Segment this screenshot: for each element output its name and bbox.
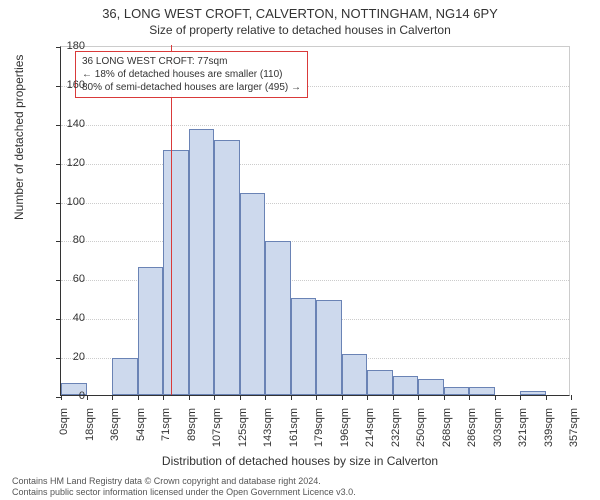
- x-tick-mark: [265, 395, 266, 400]
- x-tick-label: 357sqm: [568, 408, 580, 468]
- page-title-line1: 36, LONG WEST CROFT, CALVERTON, NOTTINGH…: [0, 0, 600, 21]
- annotation-box: 36 LONG WEST CROFT: 77sqm ← 18% of detac…: [75, 51, 308, 98]
- x-tick-label: 196sqm: [339, 408, 351, 468]
- x-tick-mark: [444, 395, 445, 400]
- histogram-bar: [112, 358, 138, 395]
- histogram-bar: [189, 129, 215, 395]
- x-tick-label: 36sqm: [109, 408, 121, 468]
- gridline: [61, 241, 569, 242]
- x-tick-label: 54sqm: [135, 408, 147, 468]
- y-tick-label: 0: [45, 390, 85, 402]
- x-tick-label: 179sqm: [313, 408, 325, 468]
- y-tick-label: 80: [45, 234, 85, 246]
- histogram-bar: [240, 193, 266, 395]
- x-tick-mark: [316, 395, 317, 400]
- y-tick-label: 100: [45, 196, 85, 208]
- y-tick-label: 120: [45, 157, 85, 169]
- y-tick-label: 40: [45, 312, 85, 324]
- x-tick-mark: [546, 395, 547, 400]
- x-tick-label: 107sqm: [211, 408, 223, 468]
- histogram-bar: [444, 387, 470, 395]
- histogram-bar: [163, 150, 189, 395]
- x-tick-label: 214sqm: [364, 408, 376, 468]
- histogram-bar: [214, 140, 240, 395]
- histogram-bar: [418, 379, 444, 395]
- x-tick-mark: [571, 395, 572, 400]
- x-tick-label: 71sqm: [160, 408, 172, 468]
- copyright-notice: Contains HM Land Registry data © Crown c…: [12, 476, 588, 498]
- histogram-bar: [367, 370, 393, 395]
- x-tick-mark: [138, 395, 139, 400]
- x-tick-label: 125sqm: [237, 408, 249, 468]
- x-tick-mark: [342, 395, 343, 400]
- x-tick-label: 286sqm: [466, 408, 478, 468]
- x-tick-mark: [291, 395, 292, 400]
- gridline: [61, 164, 569, 165]
- x-tick-mark: [189, 395, 190, 400]
- histogram-bar: [138, 267, 164, 395]
- histogram-chart: [60, 46, 570, 396]
- x-tick-label: 0sqm: [58, 408, 70, 468]
- x-tick-mark: [240, 395, 241, 400]
- x-tick-label: 303sqm: [492, 408, 504, 468]
- copyright-line2: Contains public sector information licen…: [12, 487, 588, 498]
- x-tick-mark: [367, 395, 368, 400]
- x-tick-label: 321sqm: [517, 408, 529, 468]
- x-tick-mark: [495, 395, 496, 400]
- x-tick-label: 250sqm: [415, 408, 427, 468]
- y-tick-label: 180: [45, 40, 85, 52]
- y-tick-label: 20: [45, 351, 85, 363]
- x-tick-label: 161sqm: [288, 408, 300, 468]
- annotation-line3: 80% of semi-detached houses are larger (…: [82, 81, 301, 94]
- gridline: [61, 125, 569, 126]
- page-title-line2: Size of property relative to detached ho…: [0, 21, 600, 37]
- plot-area: [60, 46, 570, 396]
- x-tick-mark: [469, 395, 470, 400]
- y-tick-label: 160: [45, 79, 85, 91]
- annotation-line1: 36 LONG WEST CROFT: 77sqm: [82, 55, 301, 68]
- x-tick-mark: [214, 395, 215, 400]
- y-tick-label: 140: [45, 118, 85, 130]
- x-tick-label: 143sqm: [262, 408, 274, 468]
- copyright-line1: Contains HM Land Registry data © Crown c…: [12, 476, 588, 487]
- x-tick-mark: [87, 395, 88, 400]
- x-tick-mark: [393, 395, 394, 400]
- histogram-bar: [342, 354, 368, 395]
- x-tick-mark: [520, 395, 521, 400]
- y-tick-label: 60: [45, 273, 85, 285]
- x-tick-label: 89sqm: [186, 408, 198, 468]
- x-tick-mark: [418, 395, 419, 400]
- y-axis-label: Number of detached properties: [12, 55, 26, 220]
- x-tick-label: 18sqm: [84, 408, 96, 468]
- x-tick-mark: [112, 395, 113, 400]
- x-tick-label: 268sqm: [441, 408, 453, 468]
- histogram-bar: [291, 298, 317, 395]
- histogram-bar: [316, 300, 342, 395]
- x-tick-mark: [163, 395, 164, 400]
- histogram-bar: [469, 387, 495, 395]
- histogram-bar: [520, 391, 546, 395]
- x-tick-label: 232sqm: [390, 408, 402, 468]
- histogram-bar: [265, 241, 291, 395]
- histogram-bar: [393, 376, 419, 395]
- annotation-line2: ← 18% of detached houses are smaller (11…: [82, 68, 301, 81]
- x-tick-label: 339sqm: [543, 408, 555, 468]
- gridline: [61, 203, 569, 204]
